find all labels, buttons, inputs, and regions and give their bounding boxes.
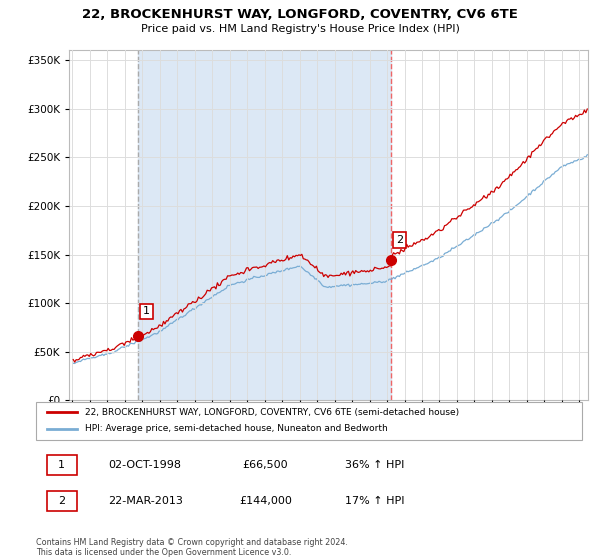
Text: 22-MAR-2013: 22-MAR-2013 <box>108 496 182 506</box>
FancyBboxPatch shape <box>47 455 77 475</box>
Text: Price paid vs. HM Land Registry's House Price Index (HPI): Price paid vs. HM Land Registry's House … <box>140 24 460 34</box>
Text: 2: 2 <box>58 496 65 506</box>
Text: 36% ↑ HPI: 36% ↑ HPI <box>345 460 404 470</box>
Bar <box>138 50 391 400</box>
FancyBboxPatch shape <box>47 491 77 511</box>
Text: 22, BROCKENHURST WAY, LONGFORD, COVENTRY, CV6 6TE (semi-detached house): 22, BROCKENHURST WAY, LONGFORD, COVENTRY… <box>85 408 459 417</box>
Text: HPI: Average price, semi-detached house, Nuneaton and Bedworth: HPI: Average price, semi-detached house,… <box>85 424 388 433</box>
Text: £144,000: £144,000 <box>239 496 292 506</box>
Text: 1: 1 <box>143 306 150 316</box>
FancyBboxPatch shape <box>36 402 582 440</box>
Text: Contains HM Land Registry data © Crown copyright and database right 2024.
This d: Contains HM Land Registry data © Crown c… <box>36 538 348 557</box>
Text: 17% ↑ HPI: 17% ↑ HPI <box>345 496 404 506</box>
Text: 22, BROCKENHURST WAY, LONGFORD, COVENTRY, CV6 6TE: 22, BROCKENHURST WAY, LONGFORD, COVENTRY… <box>82 8 518 21</box>
Text: 2: 2 <box>396 235 403 245</box>
Text: £66,500: £66,500 <box>242 460 288 470</box>
Text: 02-OCT-1998: 02-OCT-1998 <box>109 460 182 470</box>
Text: 1: 1 <box>58 460 65 470</box>
